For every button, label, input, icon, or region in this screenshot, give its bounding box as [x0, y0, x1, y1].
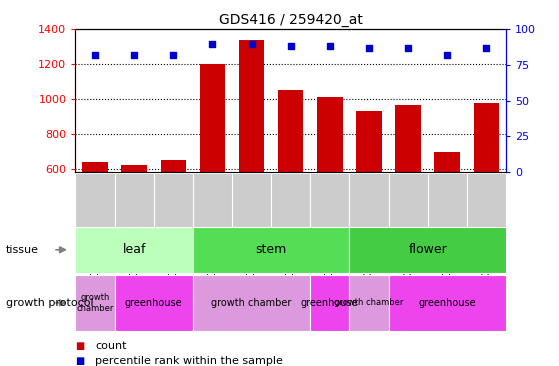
Bar — [278, 90, 304, 172]
Text: greenhouse: greenhouse — [301, 298, 359, 308]
Point — [286, 44, 295, 49]
Bar — [434, 152, 460, 172]
Point — [482, 45, 491, 51]
Text: flower: flower — [408, 243, 447, 256]
Text: ■: ■ — [75, 341, 85, 351]
Bar — [200, 64, 225, 172]
Text: tissue: tissue — [6, 245, 39, 255]
Text: growth chamber: growth chamber — [211, 298, 292, 308]
Point — [364, 45, 373, 51]
Point — [247, 41, 256, 46]
Point — [130, 52, 139, 58]
Title: GDS416 / 259420_at: GDS416 / 259420_at — [219, 13, 363, 27]
Text: leaf: leaf — [122, 243, 146, 256]
Text: growth chamber: growth chamber — [334, 298, 404, 307]
Bar — [317, 97, 343, 172]
Text: count: count — [95, 341, 126, 351]
Text: stem: stem — [255, 243, 287, 256]
Point — [325, 44, 334, 49]
Point — [169, 52, 178, 58]
Bar — [121, 165, 147, 172]
Text: greenhouse: greenhouse — [125, 298, 183, 308]
Bar — [356, 111, 382, 172]
Bar — [160, 160, 186, 172]
Text: growth protocol: growth protocol — [6, 298, 93, 308]
Bar — [395, 105, 421, 172]
Bar — [473, 103, 499, 172]
Text: greenhouse: greenhouse — [418, 298, 476, 308]
Point — [208, 41, 217, 46]
Bar — [82, 163, 108, 172]
Point — [91, 52, 100, 58]
Text: ■: ■ — [75, 355, 85, 366]
Point — [443, 52, 452, 58]
Text: growth
chamber: growth chamber — [77, 293, 113, 313]
Bar — [239, 40, 264, 172]
Point — [404, 45, 413, 51]
Text: percentile rank within the sample: percentile rank within the sample — [95, 355, 283, 366]
